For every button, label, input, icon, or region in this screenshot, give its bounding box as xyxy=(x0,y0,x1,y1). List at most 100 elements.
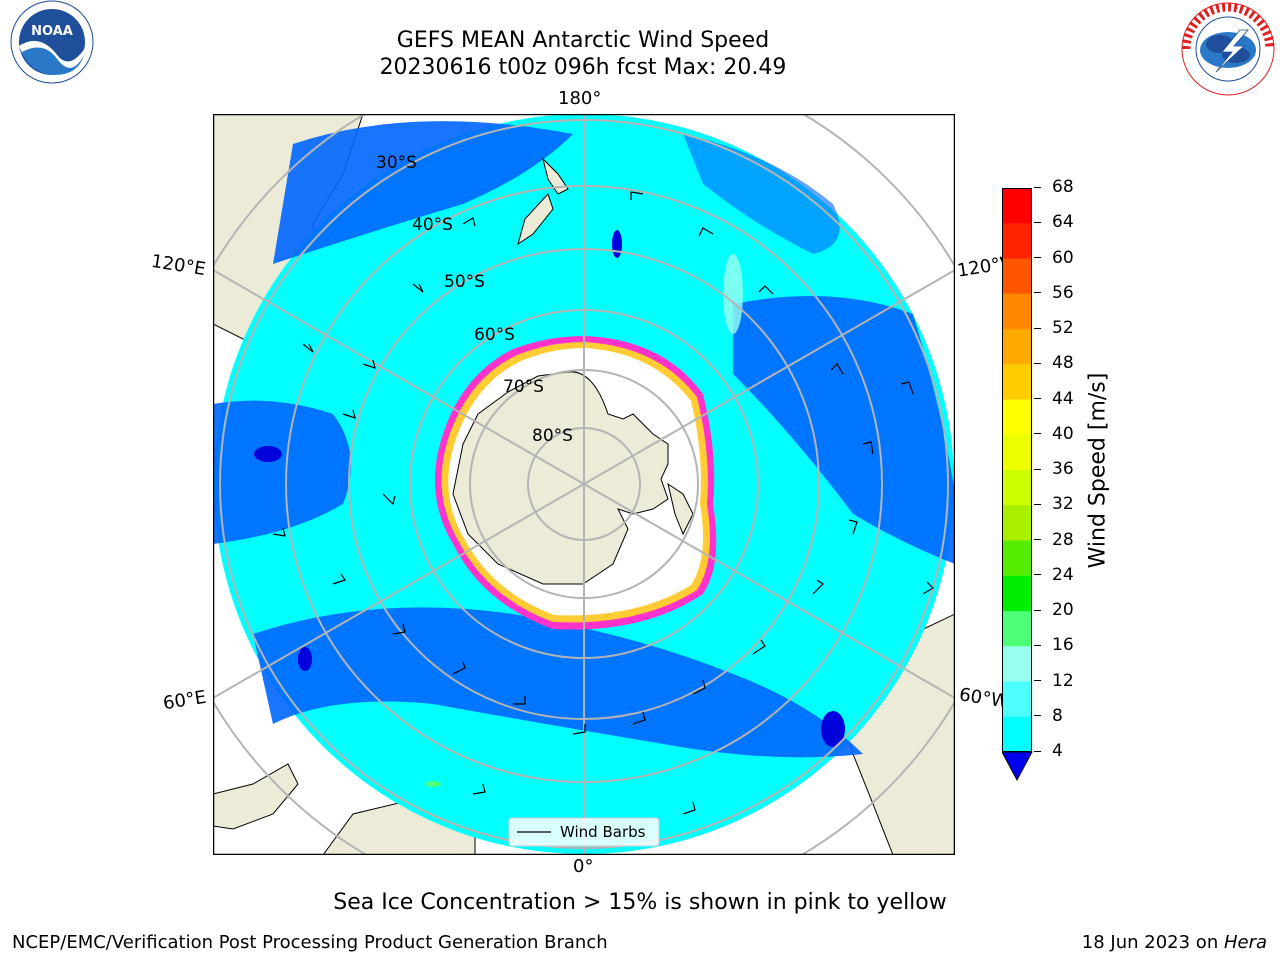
map-frame xyxy=(212,113,956,856)
wind-band-indian-west xyxy=(213,400,351,544)
lat-label-50: 50°S xyxy=(444,272,485,292)
colorbar-tick-mark xyxy=(1034,680,1041,681)
colorbar-tick-label: 28 xyxy=(1034,530,1074,550)
colorbar-cell xyxy=(1002,716,1032,753)
colorbar-cell xyxy=(1002,223,1032,259)
colorbar-tick-mark xyxy=(1034,433,1041,435)
colorbar-tick-label: 4 xyxy=(1034,741,1063,761)
colorbar-ticks: 68 64 60 56 52 48 44 40 36 32 28 24 20 16 12 8 4 xyxy=(1034,0,1094,960)
colorbar-cell xyxy=(1002,399,1032,436)
colorbar-cell xyxy=(1002,364,1032,400)
lat-label-70: 70°S xyxy=(503,377,544,397)
colorbar-tick-label: 48 xyxy=(1034,353,1074,373)
colorbar-tick-label: 20 xyxy=(1034,600,1074,620)
colorbar-tick-mark xyxy=(1034,574,1041,576)
polar-map: 30°S 40°S 50°S 60°S 70°S 80°S Wind Barbs xyxy=(212,113,956,856)
chart-subtitle: 20230616 t00z 096h fcst Max: 20.49 xyxy=(379,55,787,80)
svg-text:NOAA: NOAA xyxy=(31,24,73,39)
legend-label: Wind Barbs xyxy=(560,823,646,841)
colorbar-tick-label: 64 xyxy=(1034,212,1074,232)
wind-band-south-atlantic xyxy=(253,607,863,758)
colorbar-tick-text: 8 xyxy=(1052,705,1063,726)
colorbar-frame xyxy=(1002,188,1032,752)
colorbar-tick-mark xyxy=(1034,257,1041,258)
colorbar-tick-text: 64 xyxy=(1052,212,1074,233)
land-new-zealand-north xyxy=(542,157,569,195)
colorbar-tick-text: 24 xyxy=(1052,564,1074,585)
colorbar-tick-mark xyxy=(1034,715,1041,717)
colorbar-tick-label: 16 xyxy=(1034,635,1074,655)
chart-title: GEFS MEAN Antarctic Wind Speed xyxy=(396,28,770,53)
colorbar-tick-text: 68 xyxy=(1052,177,1074,197)
graticule xyxy=(213,114,955,855)
colorbar-tick-text: 48 xyxy=(1052,353,1074,374)
wind-band-pacific-east xyxy=(683,134,840,254)
wind-light-1 xyxy=(723,254,743,334)
colorbar-tick-label: 56 xyxy=(1034,283,1074,303)
lat-label-40: 40°S xyxy=(412,215,453,235)
colorbar-extend-arrow xyxy=(1001,751,1033,782)
credit-text: NCEP/EMC/Verification Post Processing Pr… xyxy=(12,932,608,953)
land-new-zealand-south xyxy=(517,193,554,246)
colorbar-tick-text: 36 xyxy=(1052,459,1074,479)
colorbar xyxy=(1001,188,1034,783)
colorbar-tick-text: 32 xyxy=(1052,494,1074,515)
run-date-text: 18 Jun 2023 on xyxy=(1081,932,1224,953)
colorbar-cell xyxy=(1002,681,1032,718)
colorbar-cell xyxy=(1002,611,1032,647)
colorbar-cell xyxy=(1002,434,1032,471)
run-date: 18 Jun 2023 on Hera xyxy=(1082,932,1267,953)
lat-label-80: 80°S xyxy=(532,426,573,446)
colorbar-cell xyxy=(1002,188,1032,224)
colorbar-tick-mark xyxy=(1034,468,1041,470)
colorbar-tick-mark xyxy=(1034,539,1041,540)
colorbar-tick-label: 68 xyxy=(1034,177,1074,197)
colorbar-tick-mark xyxy=(1034,609,1041,611)
wind-core-2 xyxy=(821,711,845,747)
colorbar-tick-mark xyxy=(1034,362,1041,364)
wind-barbs xyxy=(272,191,934,815)
wind-core-4 xyxy=(612,230,622,258)
colorbar-label: Wind Speed [m/s] xyxy=(1085,372,1111,569)
colorbar-tick-text: 4 xyxy=(1052,741,1063,761)
lon-label-60e: 60°E xyxy=(161,686,208,715)
colorbar-tick-label: 32 xyxy=(1034,494,1074,514)
colorbar-tick-text: 52 xyxy=(1052,318,1074,338)
colorbar-tick-text: 28 xyxy=(1052,529,1074,550)
colorbar-tick-mark xyxy=(1034,644,1041,646)
colorbar-tick-label: 44 xyxy=(1034,389,1074,409)
lat-label-60: 60°S xyxy=(474,325,515,345)
colorbar-cell xyxy=(1002,646,1032,682)
nws-logo xyxy=(1178,0,1278,98)
sea-ice-caption: Sea Ice Concentration > 15% is shown in … xyxy=(333,890,947,915)
colorbar-tick-mark xyxy=(1034,503,1041,505)
colorbar-tick-label: 60 xyxy=(1034,248,1074,268)
land-antarctic-peninsula xyxy=(667,482,694,536)
colorbar-cell xyxy=(1002,470,1032,506)
lat-label-30: 30°S xyxy=(376,153,417,173)
colorbar-tick-mark xyxy=(1034,398,1041,399)
colorbar-cell xyxy=(1002,540,1032,577)
colorbar-tick-label: 36 xyxy=(1034,459,1074,479)
wind-core-1 xyxy=(254,446,282,462)
wind-core-3 xyxy=(298,647,312,671)
legend-box xyxy=(508,817,660,847)
machine-name: Hera xyxy=(1223,932,1267,953)
colorbar-cell xyxy=(1002,505,1032,541)
colorbar-tick-text: 16 xyxy=(1052,635,1074,656)
colorbar-tick-text: 56 xyxy=(1052,282,1074,303)
colorbar-tick-label: 24 xyxy=(1034,565,1074,585)
colorbar-tick-text: 60 xyxy=(1052,247,1074,268)
colorbar-tick-text: 44 xyxy=(1052,388,1074,409)
colorbar-tick-mark xyxy=(1034,327,1041,329)
colorbar-tick-label: 40 xyxy=(1034,424,1074,444)
lon-label-0: 0° xyxy=(573,856,594,877)
wind-band-pacific-west xyxy=(273,121,573,264)
colorbar-tick-mark xyxy=(1034,750,1041,752)
colorbar-cell xyxy=(1002,575,1032,612)
colorbar-cell xyxy=(1002,258,1032,295)
colorbar-cell xyxy=(1002,293,1032,330)
lon-label-180: 180° xyxy=(558,88,602,109)
colorbar-tick-label: 52 xyxy=(1034,318,1074,338)
wind-band-drake xyxy=(733,296,955,564)
